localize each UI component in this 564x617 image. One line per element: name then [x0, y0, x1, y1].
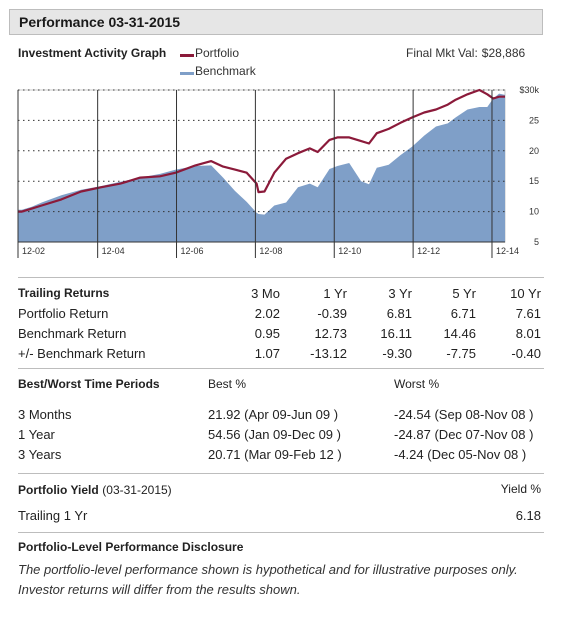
final-mkt-label: Final Mkt Val:	[406, 46, 478, 60]
table-row: 3 Years 20.71 (Mar 09-Feb 12 ) -4.24 (De…	[18, 445, 544, 465]
col-header-1yr: 1 Yr	[323, 286, 347, 301]
cell-3yr: 6.81	[386, 306, 412, 321]
y-tick-label: $30k	[519, 85, 539, 95]
final-market-value: Final Mkt Val: $28,886	[406, 46, 525, 60]
trailing-returns-section: Trailing Returns 3 Mo 1 Yr 3 Yr 5 Yr 10 …	[18, 284, 544, 364]
cell-1yr: 12.73	[314, 326, 347, 341]
table-row: Benchmark Return 0.95 12.73 16.11 14.46 …	[18, 324, 544, 344]
benchmark-area	[18, 93, 505, 242]
divider	[18, 368, 544, 369]
period-label: 3 Months	[18, 407, 72, 422]
x-tick-label: 12-06	[181, 246, 204, 256]
yield-header: Portfolio Yield (03-31-2015) Yield %	[18, 480, 544, 506]
y-tick-label: 25	[529, 115, 539, 125]
cell-5yr: 6.71	[450, 306, 476, 321]
cell-5yr: -7.75	[446, 346, 476, 361]
cell-1yr: -13.12	[310, 346, 347, 361]
cell-5yr: 14.46	[443, 326, 476, 341]
cell-10yr: 8.01	[515, 326, 541, 341]
worst-value: -24.87 (Dec 07-Nov 08 )	[394, 427, 534, 442]
col-header-10yr: 10 Yr	[510, 286, 541, 301]
cell-1yr: -0.39	[317, 306, 347, 321]
cell-10yr: 7.61	[515, 306, 541, 321]
y-tick-label: 15	[529, 176, 539, 186]
divider	[18, 277, 544, 278]
trailing-returns-header: Trailing Returns 3 Mo 1 Yr 3 Yr 5 Yr 10 …	[18, 284, 544, 304]
col-header-3yr: 3 Yr	[388, 286, 412, 301]
best-value: 20.71 (Mar 09-Feb 12 )	[208, 447, 342, 462]
table-row: 1 Year 54.56 (Jan 09-Dec 09 ) -24.87 (De…	[18, 425, 544, 445]
legend-portfolio-swatch	[180, 54, 194, 57]
cell-3mo: 0.95	[254, 326, 280, 341]
disclosure-text-line-2: Investor returns will differ from the re…	[18, 582, 301, 597]
y-tick-label: 5	[534, 237, 539, 247]
legend-portfolio-label: Portfolio	[195, 46, 240, 60]
table-row: Portfolio Return 2.02 -0.39 6.81 6.71 7.…	[18, 304, 544, 324]
divider	[18, 532, 544, 533]
period-label: 3 Years	[18, 447, 62, 462]
disclosure-text-line-1: The portfolio-level performance shown is…	[18, 562, 518, 577]
cell-3yr: -9.30	[382, 346, 412, 361]
legend-benchmark-swatch	[180, 72, 194, 75]
x-tick-label: 12-08	[259, 246, 282, 256]
disclosure-title: Portfolio-Level Performance Disclosure	[18, 540, 244, 554]
disclosure-section: Portfolio-Level Performance Disclosure T…	[18, 540, 544, 600]
table-row: +/- Benchmark Return 1.07 -13.12 -9.30 -…	[18, 344, 544, 364]
x-tick-label: 12-02	[22, 246, 45, 256]
cell-3yr: 16.11	[380, 326, 412, 341]
table-row: Trailing 1 Yr 6.18	[18, 506, 544, 526]
legend-benchmark-label: Benchmark	[195, 64, 256, 78]
yield-row-label: Trailing 1 Yr	[18, 508, 88, 523]
x-tick-label: 12-12	[417, 246, 440, 256]
final-mkt-value: $28,886	[481, 46, 526, 60]
worst-value: -4.24 (Dec 05-Nov 08 )	[394, 447, 527, 462]
y-tick-label: 10	[529, 207, 539, 217]
yield-date: (03-31-2015)	[102, 483, 172, 497]
yield-value: 6.18	[515, 508, 541, 523]
best-worst-header: Best/Worst Time Periods Best % Worst %	[18, 375, 544, 405]
cell-3mo: 1.07	[254, 346, 280, 361]
cell-3mo: 2.02	[254, 306, 280, 321]
x-tick-label: 12-04	[102, 246, 125, 256]
row-label-portfolio-return: Portfolio Return	[18, 306, 109, 321]
yield-section: Portfolio Yield (03-31-2015) Yield % Tra…	[18, 480, 544, 526]
col-header-3mo: 3 Mo	[251, 286, 280, 301]
table-row: 3 Months 21.92 (Apr 09-Jun 09 ) -24.54 (…	[18, 405, 544, 425]
divider	[18, 473, 544, 474]
page-title: Performance 03-31-2015	[19, 14, 181, 30]
best-value: 54.56 (Jan 09-Dec 09 )	[208, 427, 341, 442]
x-tick-label: 12-10	[338, 246, 361, 256]
x-tick-label: 12-14	[496, 246, 519, 256]
best-worst-title: Best/Worst Time Periods	[18, 377, 160, 391]
yield-column-header: Yield %	[500, 482, 541, 496]
graph-label: Investment Activity Graph	[18, 46, 167, 60]
yield-title: Portfolio Yield	[18, 483, 99, 497]
row-label-vs-benchmark: +/- Benchmark Return	[18, 346, 146, 361]
worst-value: -24.54 (Sep 08-Nov 08 )	[394, 407, 534, 422]
title-bar: Performance 03-31-2015	[9, 9, 543, 35]
col-header-5yr: 5 Yr	[452, 286, 476, 301]
portfolio-line	[18, 88, 505, 213]
period-label: 1 Year	[18, 427, 55, 442]
best-header: Best %	[208, 377, 247, 391]
best-worst-section: Best/Worst Time Periods Best % Worst % 3…	[18, 375, 544, 465]
trailing-returns-title: Trailing Returns	[18, 286, 110, 300]
y-tick-label: 20	[529, 146, 539, 156]
best-value: 21.92 (Apr 09-Jun 09 )	[208, 407, 339, 422]
cell-10yr: -0.40	[511, 346, 541, 361]
investment-activity-chart: 12-02 12-04 12-06 12-08 12-10 12-12 12-14 $30k 2…	[17, 85, 539, 258]
worst-header: Worst %	[394, 377, 440, 391]
row-label-benchmark-return: Benchmark Return	[18, 326, 127, 341]
